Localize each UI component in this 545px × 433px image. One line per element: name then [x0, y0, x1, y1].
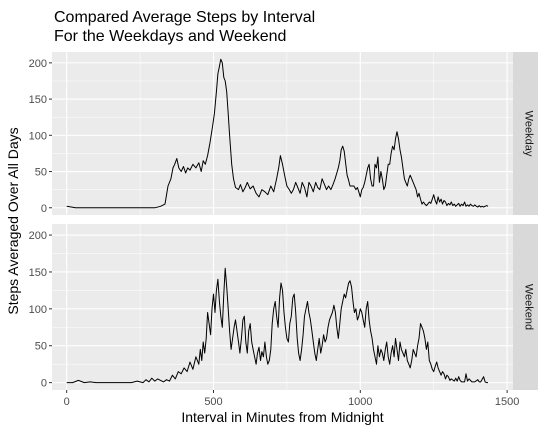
x-axis-ticks: 0 500 1000 1500 [64, 390, 519, 408]
y-tick-label: 0 [41, 203, 47, 215]
y-tick-label: 100 [29, 130, 47, 142]
y-tick-label: 200 [29, 230, 47, 242]
y-tick-label: 0 [41, 378, 47, 390]
y-tick-label: 50 [35, 167, 47, 179]
panel-gridlines [52, 224, 513, 390]
facet-strip [513, 52, 538, 215]
panel-background [52, 52, 513, 215]
x-tick-label: 1000 [348, 396, 372, 408]
y-axis-ticks: 0 50 100 150 200 [29, 230, 52, 390]
x-tick-label: 1500 [495, 396, 519, 408]
chart-title-line-2: For the Weekdays and Weekend [54, 28, 286, 45]
x-axis-label: Interval in Minutes from Midnight [181, 409, 383, 425]
series-line-weekend [66, 267, 488, 384]
y-axis-ticks: 0 50 100 150 200 [29, 58, 52, 215]
facet-strip-label: Weekday [523, 111, 535, 157]
y-tick-label: 100 [29, 304, 47, 316]
y-tick-label: 150 [29, 94, 47, 106]
series-line-weekday [66, 58, 489, 209]
x-tick-label: 500 [204, 396, 222, 408]
y-tick-label: 50 [35, 341, 47, 353]
panel-background [52, 224, 513, 390]
y-axis-label: Steps Averaged Over All Days [5, 127, 21, 314]
panel-weekend: 0 50 100 150 200 Weekend [29, 224, 538, 390]
chart-title-line-1: Compared Average Steps by Interval [54, 9, 315, 26]
y-tick-label: 150 [29, 267, 47, 279]
facet-strip [513, 224, 538, 390]
y-tick-label: 200 [29, 58, 47, 70]
panel-weekday: 0 50 100 150 200 Weekday [29, 52, 538, 215]
facet-strip-label: Weekend [523, 284, 535, 330]
x-tick-label: 0 [64, 396, 70, 408]
